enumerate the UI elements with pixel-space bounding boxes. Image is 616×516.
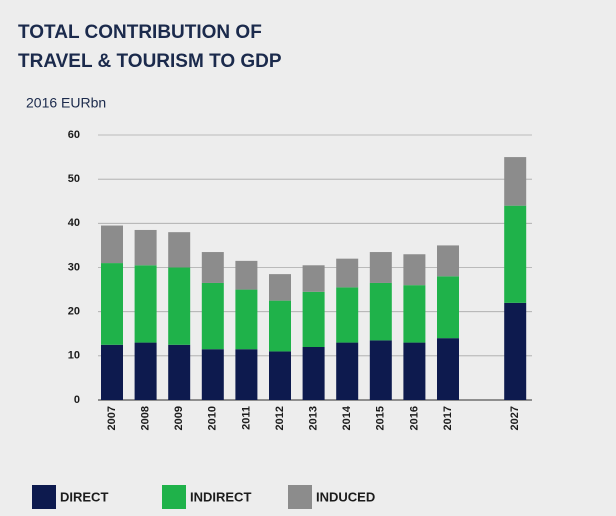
y-tick-label: 20 bbox=[68, 306, 80, 318]
bar-segment bbox=[302, 291, 325, 347]
bar-segment bbox=[403, 342, 426, 400]
x-tick-label: 2007 bbox=[106, 406, 118, 430]
legend-label: INDIRECT bbox=[190, 489, 251, 504]
bar-segment bbox=[201, 282, 224, 350]
legend-label: INDUCED bbox=[316, 489, 375, 504]
bar-segment bbox=[302, 347, 325, 400]
bar-segment bbox=[269, 274, 291, 301]
x-tick-label: 2011 bbox=[240, 406, 252, 430]
bar-segment bbox=[101, 225, 123, 264]
bar-segment bbox=[437, 276, 459, 339]
bar-segment bbox=[235, 260, 258, 290]
bar-segment bbox=[101, 263, 123, 345]
y-tick-label: 50 bbox=[68, 173, 80, 185]
bar-segment bbox=[235, 349, 258, 400]
bar-segment bbox=[134, 342, 157, 400]
bar-segment bbox=[168, 267, 191, 345]
bar-segment bbox=[235, 289, 258, 350]
x-tick-label: 2013 bbox=[308, 406, 320, 430]
bar-segment bbox=[437, 338, 459, 400]
x-tick-label: 2015 bbox=[375, 406, 387, 430]
bar-segment bbox=[134, 229, 157, 266]
legend-swatch bbox=[288, 485, 312, 509]
y-tick-label: 10 bbox=[68, 350, 80, 362]
bar-segment bbox=[168, 232, 191, 268]
chart-title-line: TOTAL CONTRIBUTION OF bbox=[18, 22, 262, 43]
bar-segment bbox=[302, 265, 325, 292]
bar-segment bbox=[201, 252, 224, 283]
bar-segment bbox=[403, 254, 426, 286]
legend-swatch bbox=[162, 485, 186, 509]
x-tick-label: 2008 bbox=[140, 406, 152, 430]
x-tick-label: 2017 bbox=[442, 406, 454, 430]
bar-segment bbox=[437, 245, 459, 277]
y-axis-label: 2016 EURbn bbox=[26, 95, 106, 111]
bar-segment bbox=[336, 287, 359, 343]
x-tick-label: 2012 bbox=[274, 406, 286, 430]
bar-segment bbox=[504, 205, 527, 303]
bar-segment bbox=[269, 300, 291, 352]
bar-segment bbox=[504, 302, 527, 400]
bar-segment bbox=[369, 252, 392, 283]
bar-segment bbox=[168, 344, 191, 400]
legend-label: DIRECT bbox=[60, 489, 108, 504]
bar-segment bbox=[403, 285, 426, 343]
y-tick-label: 60 bbox=[68, 129, 80, 141]
bar-segment bbox=[369, 282, 392, 341]
bar-segment bbox=[134, 265, 157, 343]
x-tick-label: 2016 bbox=[408, 406, 420, 430]
bar-segment bbox=[336, 258, 359, 288]
bar-segment bbox=[336, 342, 359, 400]
chart-title-line: TRAVEL & TOURISM TO GDP bbox=[18, 51, 282, 72]
y-tick-label: 0 bbox=[74, 394, 80, 406]
x-tick-label: 2009 bbox=[173, 406, 185, 430]
bar-segment bbox=[369, 340, 392, 400]
bar-segment bbox=[201, 349, 224, 400]
bar-segment bbox=[101, 344, 123, 400]
y-tick-label: 40 bbox=[68, 217, 80, 229]
y-tick-label: 30 bbox=[68, 261, 80, 273]
x-tick-label: 2010 bbox=[207, 406, 219, 430]
bar-segment bbox=[504, 157, 527, 206]
x-tick-label: 2014 bbox=[341, 405, 353, 430]
legend-swatch bbox=[32, 485, 56, 509]
bar-segment bbox=[269, 351, 291, 400]
x-tick-label: 2027 bbox=[509, 406, 521, 430]
